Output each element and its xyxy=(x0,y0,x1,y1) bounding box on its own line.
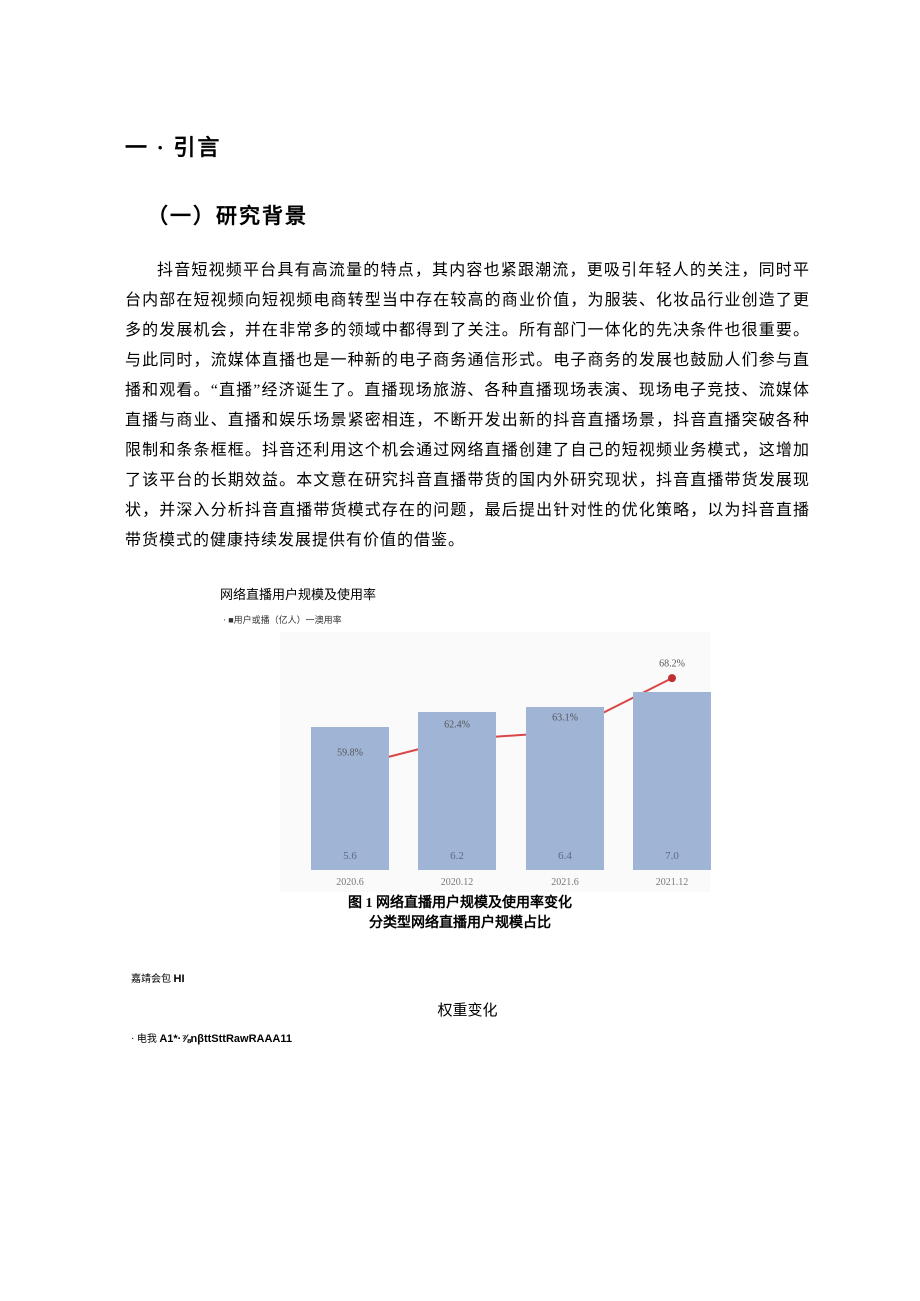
chart-xaxis-label: 2020.6 xyxy=(336,877,364,888)
chart-xaxis-label: 2021.6 xyxy=(551,877,579,888)
chart-bar-value: 6.4 xyxy=(526,850,604,862)
chart-line-value: 62.4% xyxy=(444,720,470,731)
chart-legend: · ■用户或播（亿人）一澳用率 xyxy=(223,613,810,626)
chart-plot-area: 5.66.26.47.059.8%62.4%63.1%68.2% xyxy=(286,638,704,870)
chart-xaxis-label: 2021.12 xyxy=(656,877,689,888)
chart-line-marker xyxy=(668,674,676,682)
chart-bar-value: 5.6 xyxy=(311,850,389,862)
chart-bar: 7.0 xyxy=(633,692,711,870)
figure-caption: 图 1 网络直播用户规模及使用率变化 分类型网络直播用户规模占比 xyxy=(245,894,675,934)
chart-container: 5.6 6.2 6.4 7.0 59.8% 62.4% 63.1% 68.2% 2020.6 2… xyxy=(280,632,710,892)
figure-caption-2: 分类型网络直播用户规模占比 xyxy=(369,916,551,931)
body-paragraph: 抖音短视频平台具有高流量的特点，其内容也紧跟潮流，更吸引年轻人的关注，同时平台内… xyxy=(125,256,810,556)
misc-text-1-prefix: 嘉靖会包 xyxy=(131,974,174,985)
chart-bar-value: 6.2 xyxy=(418,850,496,862)
heading-section: （一）研究背景 xyxy=(147,200,810,230)
chart-title: 网络直播用户规模及使用率 xyxy=(220,584,810,603)
chart-bar: 6.2 xyxy=(418,712,496,870)
chart-bar-value: 7.0 xyxy=(633,850,711,862)
chart-xaxis-label: 2020.12 xyxy=(441,877,474,888)
misc-text-2-prefix: · 电我 xyxy=(131,1034,159,1045)
misc-text-1: 嘉靖会包 HI xyxy=(131,970,810,985)
chart-line-value: 68.2% xyxy=(659,659,685,670)
misc-text-2: · 电我 A1*·⅞nβttSttRawRAAA11 xyxy=(131,1030,810,1045)
figure-caption-1: 图 1 网络直播用户规模及使用率变化 xyxy=(348,896,572,911)
heading-chapter: 一 · 引言 xyxy=(125,130,810,162)
chart-line-value: 59.8% xyxy=(337,747,363,758)
chart-bar: 6.4 xyxy=(526,707,604,870)
misc-text-2-bold: A1*·⅞nβttSttRawRAAA11 xyxy=(159,1033,292,1045)
misc-text-1-bold: HI xyxy=(174,973,185,985)
chart-line-value: 63.1% xyxy=(552,712,578,723)
section-title-2: 权重变化 xyxy=(125,999,810,1020)
